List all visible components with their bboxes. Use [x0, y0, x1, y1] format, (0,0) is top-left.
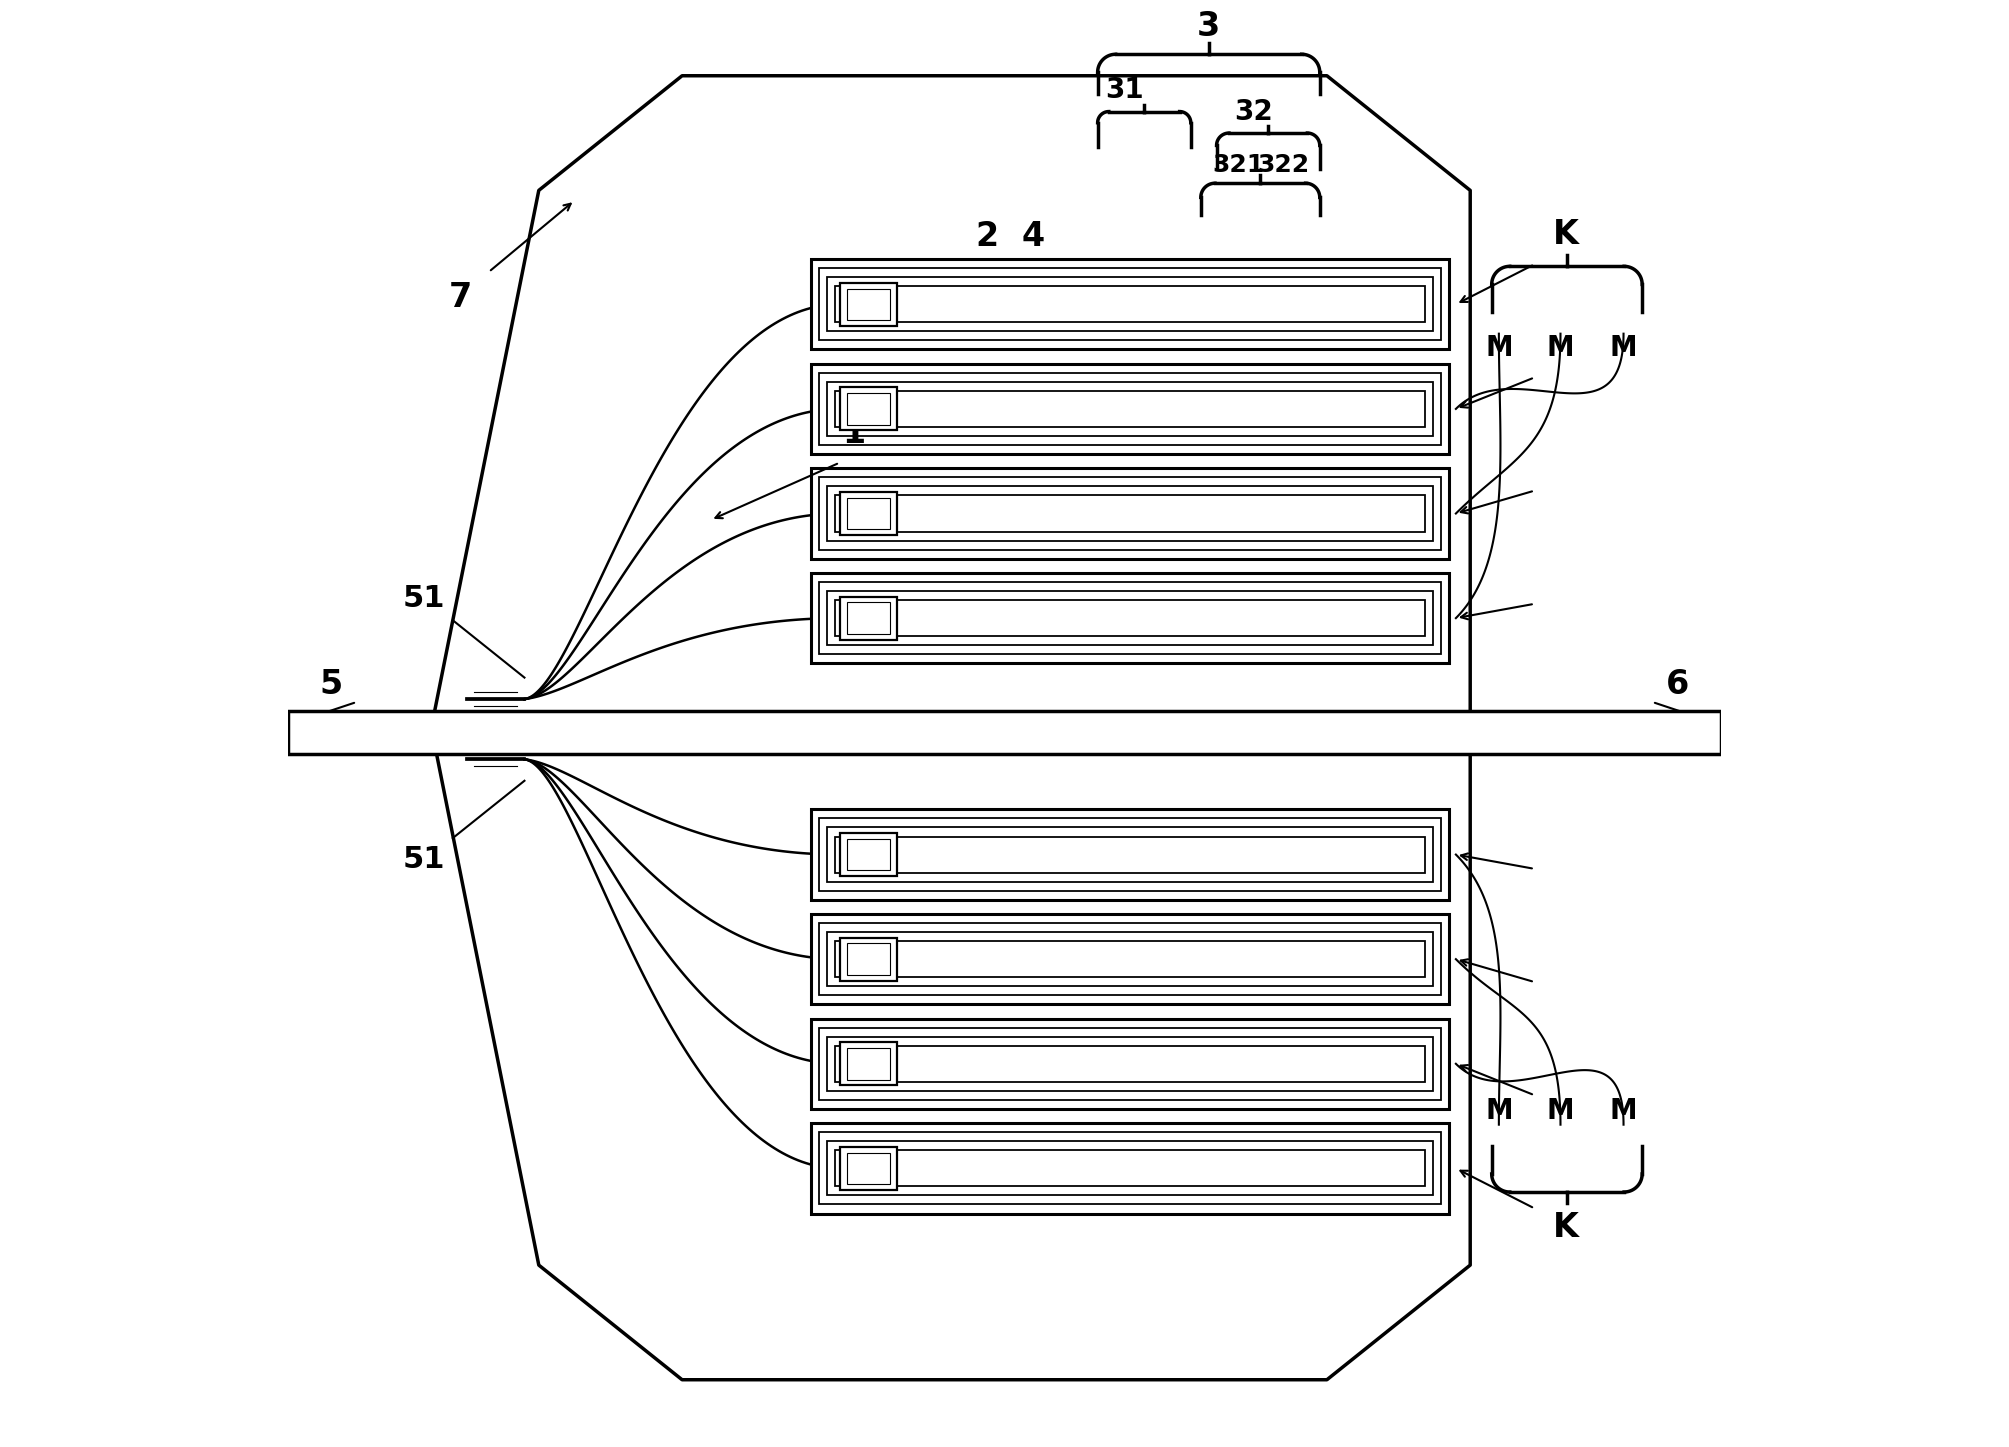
Bar: [828, 382, 1432, 436]
Bar: [820, 923, 1440, 996]
Bar: [812, 573, 1448, 663]
Bar: [836, 1046, 1424, 1082]
Bar: [820, 1132, 1440, 1204]
Bar: [840, 388, 898, 430]
Bar: [836, 495, 1424, 531]
Bar: [828, 932, 1432, 987]
Bar: [836, 287, 1424, 323]
Bar: [836, 391, 1424, 427]
Text: 6: 6: [1665, 669, 1690, 702]
Bar: [848, 839, 890, 870]
Text: M: M: [1485, 1097, 1513, 1124]
Bar: [840, 938, 898, 981]
Bar: [828, 486, 1432, 541]
Bar: [828, 1036, 1432, 1091]
Text: K: K: [1553, 217, 1579, 250]
Bar: [820, 819, 1440, 891]
Text: 7: 7: [448, 281, 472, 314]
Bar: [820, 268, 1440, 340]
Bar: [812, 363, 1448, 454]
Bar: [812, 469, 1448, 559]
Bar: [812, 915, 1448, 1004]
Bar: [840, 833, 898, 875]
Bar: [820, 478, 1440, 550]
Bar: [836, 836, 1424, 873]
Text: 32: 32: [1234, 98, 1272, 126]
Bar: [828, 278, 1432, 331]
Bar: [820, 373, 1440, 446]
Bar: [840, 1042, 898, 1085]
Text: M: M: [1547, 1097, 1575, 1124]
Text: 5: 5: [319, 669, 344, 702]
Text: 51: 51: [404, 585, 446, 614]
Bar: [840, 282, 898, 326]
Text: 31: 31: [1105, 77, 1143, 104]
Bar: [848, 943, 890, 975]
Bar: [848, 1048, 890, 1079]
Bar: [840, 596, 898, 640]
Text: 3: 3: [1195, 10, 1219, 43]
Bar: [848, 394, 890, 424]
Bar: [812, 259, 1448, 349]
Bar: [287, 710, 1722, 754]
Bar: [820, 1027, 1440, 1100]
Text: 4: 4: [1023, 220, 1045, 253]
Text: 322: 322: [1258, 153, 1310, 178]
Text: M: M: [1485, 334, 1513, 362]
Bar: [836, 601, 1424, 637]
Bar: [820, 582, 1440, 654]
Text: M: M: [1547, 334, 1575, 362]
Text: 2: 2: [976, 220, 998, 253]
Text: 321: 321: [1211, 153, 1264, 178]
Bar: [840, 1147, 898, 1189]
Bar: [848, 498, 890, 530]
Text: M: M: [1609, 334, 1637, 362]
Bar: [848, 288, 890, 320]
Bar: [828, 828, 1432, 881]
Text: M: M: [1609, 1097, 1637, 1124]
Text: 51: 51: [404, 845, 446, 874]
Bar: [836, 941, 1424, 977]
Bar: [848, 1153, 890, 1184]
Text: K: K: [1553, 1211, 1579, 1243]
Bar: [828, 590, 1432, 645]
Bar: [812, 809, 1448, 900]
Text: 1: 1: [842, 418, 866, 450]
Bar: [828, 1142, 1432, 1195]
Bar: [840, 492, 898, 535]
Bar: [812, 1019, 1448, 1108]
Bar: [848, 602, 890, 634]
Bar: [812, 1123, 1448, 1214]
Bar: [836, 1150, 1424, 1187]
